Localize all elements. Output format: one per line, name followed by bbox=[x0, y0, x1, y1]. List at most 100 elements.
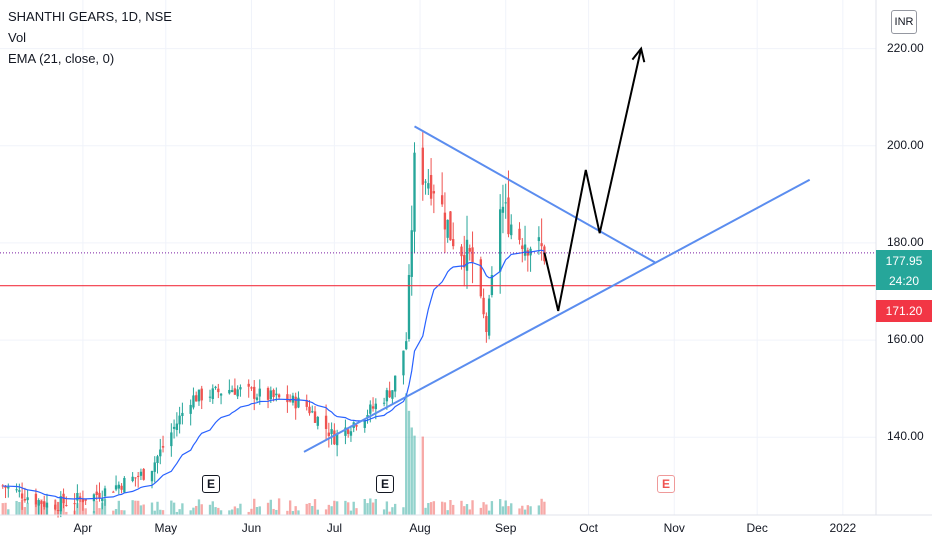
candle-body bbox=[34, 493, 38, 505]
candle-body bbox=[421, 147, 424, 185]
candle-body bbox=[81, 498, 85, 503]
volume-bar bbox=[4, 502, 7, 515]
volume-bar bbox=[355, 508, 358, 515]
volume-bar bbox=[136, 500, 140, 515]
volume-bar bbox=[311, 505, 314, 515]
trend-drawings bbox=[303, 46, 811, 453]
volume-bar bbox=[95, 500, 98, 515]
volume-bar bbox=[440, 501, 444, 515]
volume-bar bbox=[161, 510, 165, 515]
candle-body bbox=[344, 427, 347, 436]
volume-bar bbox=[258, 506, 261, 515]
candle-body bbox=[347, 429, 350, 434]
candle-body bbox=[327, 432, 331, 436]
candle-body bbox=[391, 390, 394, 399]
volume-bar bbox=[385, 501, 389, 515]
volume-bar bbox=[413, 435, 416, 515]
candle-body bbox=[277, 394, 281, 398]
candle-body bbox=[468, 248, 471, 252]
volume-bar bbox=[529, 506, 532, 515]
volume-bar bbox=[178, 509, 181, 515]
candle-body bbox=[112, 491, 115, 493]
volume-bar bbox=[253, 498, 256, 515]
currency-button[interactable]: INR bbox=[891, 10, 917, 34]
candle-body bbox=[214, 386, 217, 388]
candle-body bbox=[443, 212, 447, 230]
candle-body bbox=[424, 181, 427, 183]
candle-body bbox=[208, 396, 212, 398]
volume-bar bbox=[333, 500, 336, 515]
volume-bar bbox=[407, 410, 411, 515]
earnings-marker[interactable]: E bbox=[376, 475, 394, 493]
candle-body bbox=[219, 393, 223, 396]
candle-body bbox=[349, 431, 353, 436]
volume-bar bbox=[521, 505, 524, 515]
candle-body bbox=[402, 350, 405, 376]
level-price-tag: 171.20 bbox=[876, 300, 932, 322]
volume-bar bbox=[518, 508, 521, 515]
volume-bar bbox=[277, 498, 281, 515]
volume-bar bbox=[172, 502, 176, 515]
candle-body bbox=[363, 420, 366, 428]
y-tick-label: 140.00 bbox=[887, 429, 924, 444]
candle-body bbox=[54, 504, 57, 510]
candle-body bbox=[159, 449, 162, 457]
volume-bar bbox=[120, 510, 123, 515]
volume-bar bbox=[1, 503, 4, 515]
candle-body bbox=[239, 387, 242, 390]
volume-bar bbox=[410, 427, 413, 515]
volume-bar bbox=[217, 507, 220, 515]
candle-body bbox=[73, 503, 76, 505]
candle-body bbox=[366, 415, 369, 418]
y-tick-label: 220.00 bbox=[887, 40, 924, 55]
volume-bar bbox=[233, 506, 237, 515]
volume-bar bbox=[26, 502, 29, 515]
volume-bar bbox=[432, 501, 436, 515]
candle-body bbox=[101, 498, 104, 502]
volume-bar bbox=[230, 509, 234, 515]
volume-bar bbox=[247, 511, 250, 515]
x-tick-label: Jul bbox=[326, 521, 343, 535]
volume-bar bbox=[78, 498, 82, 515]
x-tick-label: Oct bbox=[579, 521, 598, 535]
y-tick-label: 160.00 bbox=[887, 332, 924, 347]
candle-body bbox=[150, 470, 154, 482]
volume-bar bbox=[523, 509, 527, 515]
volume-bar bbox=[219, 510, 223, 515]
candle-body bbox=[178, 415, 181, 425]
candle-body bbox=[330, 429, 333, 435]
candle-body bbox=[333, 430, 336, 445]
candle-body bbox=[156, 456, 159, 464]
volume-bar bbox=[543, 501, 546, 515]
volume-bar bbox=[501, 506, 505, 515]
x-tick-label: 2022 bbox=[829, 521, 857, 535]
legend-ema: EMA (21, close, 0) bbox=[8, 51, 115, 66]
candle-body bbox=[120, 485, 123, 490]
candle-body bbox=[4, 485, 7, 488]
lower-trendline bbox=[303, 178, 811, 453]
volume-bar bbox=[463, 506, 466, 515]
candle-body bbox=[7, 486, 10, 489]
candle-body bbox=[313, 411, 317, 423]
volume-bar bbox=[363, 498, 366, 515]
candle-body bbox=[103, 488, 107, 497]
volume-bar bbox=[485, 504, 488, 515]
candle-body bbox=[228, 389, 231, 394]
volume-bar bbox=[239, 503, 242, 515]
earnings-marker-upcoming[interactable]: E bbox=[657, 475, 675, 493]
candle-body bbox=[76, 492, 79, 501]
candle-body bbox=[305, 400, 308, 407]
volume-bar bbox=[330, 506, 333, 515]
volume-bar bbox=[371, 502, 375, 515]
projection-path bbox=[543, 48, 643, 312]
candle-body bbox=[479, 259, 483, 297]
volume-bar bbox=[308, 503, 311, 515]
candle-body bbox=[200, 388, 203, 401]
candle-body bbox=[153, 462, 156, 472]
candle-body bbox=[40, 501, 43, 505]
candle-body bbox=[335, 433, 339, 446]
volume-bar bbox=[369, 498, 372, 515]
earnings-marker[interactable]: E bbox=[202, 475, 220, 493]
candle-body bbox=[15, 489, 18, 491]
